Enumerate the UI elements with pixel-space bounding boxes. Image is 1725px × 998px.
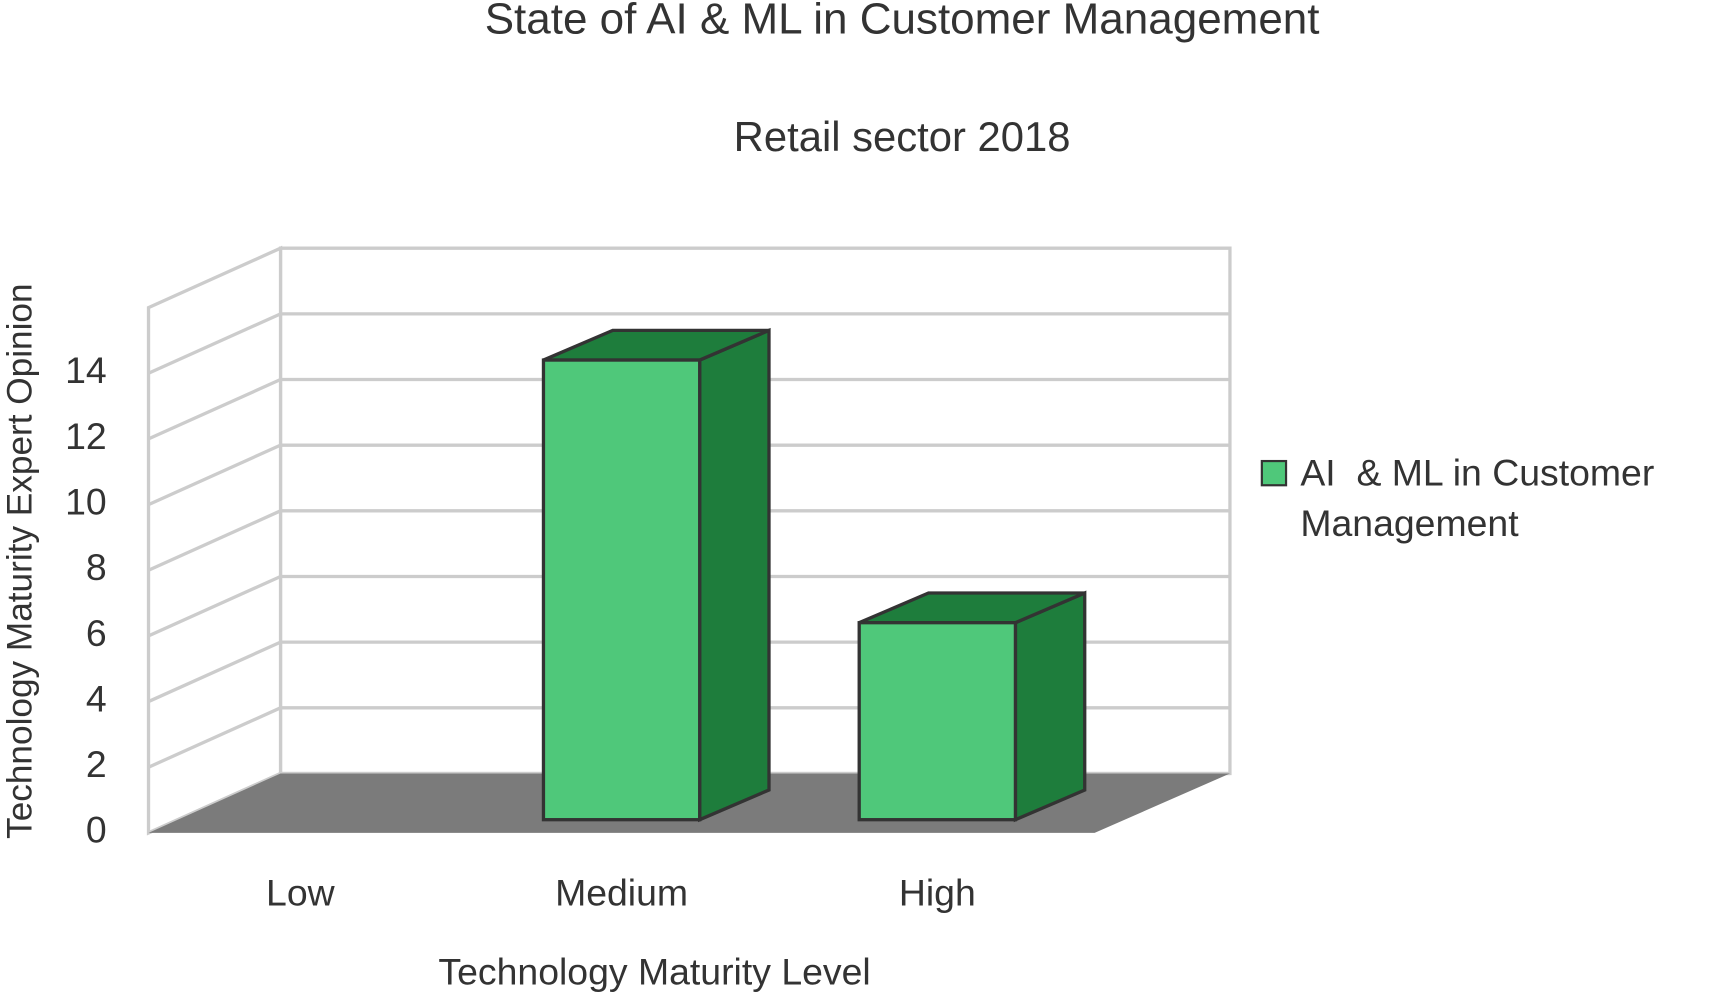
bar-side [698, 327, 771, 823]
chart-subtitle: Retail sector 2018 [734, 113, 1071, 160]
x-tick-label: Low [266, 871, 336, 913]
bar-front [541, 358, 702, 822]
grid-line [147, 443, 1230, 507]
x-tick-label: High [899, 871, 976, 913]
y-tick-label: 6 [86, 612, 107, 654]
y-tick-label: 10 [65, 480, 107, 522]
legend-label: AI & ML in Customer Management [1300, 451, 1654, 544]
y-tick-label: 14 [65, 349, 107, 391]
chart-title: State of AI & ML in Customer Management [485, 0, 1320, 44]
y-axis-title: Technology Maturity Expert Opinion [0, 283, 39, 838]
grid-line [147, 509, 1230, 572]
legend-swatch [1260, 459, 1288, 487]
bar-front [857, 621, 1018, 822]
x-tick-label: Medium [555, 871, 688, 913]
bar [857, 590, 1087, 823]
grid-line [147, 574, 1230, 638]
y-tick-label: 8 [86, 546, 107, 588]
grid-line [147, 312, 1230, 375]
x-axis-title: Technology Maturity Level [438, 951, 870, 993]
bar-side [1013, 590, 1087, 823]
grid-line [147, 377, 1230, 441]
y-tick-label: 0 [86, 809, 107, 851]
y-tick-label: 2 [86, 743, 107, 785]
bar [541, 327, 771, 823]
y-tick-label: 4 [86, 677, 107, 719]
y-tick-label: 12 [65, 415, 107, 457]
